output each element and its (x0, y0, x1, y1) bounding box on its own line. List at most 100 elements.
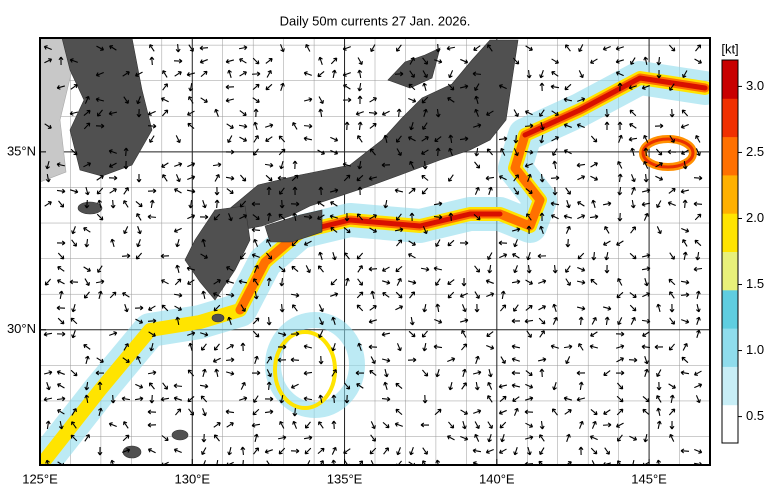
x-tick-label: 145°E (631, 471, 667, 486)
current-arrow (147, 409, 157, 415)
current-arrow (96, 175, 104, 181)
current-arrow (447, 239, 455, 247)
current-arrow (279, 277, 285, 287)
current-arrows (43, 43, 703, 465)
current-arrow (552, 186, 558, 196)
colorbar-swatch (722, 136, 738, 176)
current-arrow (615, 59, 624, 64)
current-arrow (162, 83, 168, 91)
current-arrow (615, 422, 624, 428)
current-arrow (681, 227, 690, 233)
current-arrow (149, 199, 155, 209)
current-arrow (381, 358, 391, 363)
current-arrow (576, 305, 586, 311)
current-arrow (643, 212, 649, 221)
current-arrow (58, 420, 64, 430)
current-arrow (681, 356, 689, 364)
current-arrow (382, 266, 390, 272)
current-arrow (56, 85, 65, 90)
current-arrow (396, 239, 403, 247)
current-arrow (370, 356, 376, 365)
current-arrow (563, 123, 572, 128)
current-arrow (98, 407, 103, 417)
current-arrow (590, 409, 598, 416)
current-arrow (149, 135, 155, 143)
current-arrow (630, 199, 636, 209)
current-arrow (446, 435, 455, 441)
current-arrow (123, 160, 129, 170)
current-arrow (58, 56, 64, 66)
current-arrow (628, 136, 638, 142)
current-arrow (149, 44, 155, 52)
current-arrow (448, 381, 454, 391)
current-arrow (175, 239, 180, 248)
current-arrow (253, 290, 259, 300)
current-arrow (602, 306, 612, 311)
current-arrow (628, 357, 638, 363)
current-arrow (459, 84, 469, 90)
current-arrow (279, 394, 285, 404)
current-arrow (564, 409, 572, 415)
current-arrow (524, 110, 533, 116)
current-arrow (239, 110, 247, 116)
current-arrow (343, 226, 351, 234)
current-arrow (422, 82, 427, 92)
current-arrow (330, 149, 339, 155)
current-arrow (382, 292, 390, 298)
current-arrow (422, 160, 428, 170)
current-arrow (303, 435, 313, 441)
current-arrow (396, 108, 402, 118)
current-arrow (345, 277, 350, 287)
current-arrow (408, 83, 416, 91)
current-arrow (602, 201, 612, 207)
current-arrow (695, 135, 701, 143)
current-arrow (500, 147, 506, 156)
current-arrow (498, 383, 508, 389)
current-arrow (279, 44, 285, 53)
current-arrow (447, 279, 455, 285)
current-arrow (617, 434, 623, 442)
current-arrow (694, 213, 702, 221)
current-arrow (110, 238, 115, 247)
current-arrow (292, 420, 298, 429)
current-arrow (394, 227, 404, 233)
current-arrow (461, 330, 467, 338)
current-arrow (214, 174, 220, 182)
current-arrow (44, 278, 52, 286)
current-arrow (136, 355, 142, 364)
current-arrow (201, 433, 207, 443)
current-arrow (395, 265, 403, 273)
current-arrow (148, 305, 156, 311)
current-arrow (551, 71, 559, 77)
current-arrow (539, 173, 545, 183)
current-arrow (461, 304, 467, 313)
current-arrow (332, 252, 337, 261)
current-arrow (539, 109, 545, 117)
current-arrow (330, 201, 338, 207)
current-arrow (499, 304, 507, 312)
current-arrow (96, 357, 104, 363)
current-arrow (434, 318, 443, 324)
current-arrow (602, 422, 612, 428)
current-arrow (175, 135, 181, 144)
current-arrow (566, 433, 571, 442)
current-arrow (317, 447, 325, 455)
current-arrow (200, 97, 208, 103)
current-arrow (654, 123, 664, 129)
current-arrow (134, 305, 144, 311)
current-arrow (238, 279, 248, 285)
current-arrow (486, 110, 494, 116)
current-arrow (435, 303, 441, 313)
current-arrow (43, 370, 53, 375)
current-arrow (382, 280, 391, 285)
current-arrow (539, 420, 545, 430)
current-arrow (174, 71, 182, 77)
colorbar-tick-label: 1.5 (746, 276, 764, 291)
current-arrow (525, 422, 534, 428)
current-arrow (84, 434, 90, 442)
current-arrow (394, 188, 404, 194)
current-arrow (279, 160, 284, 170)
current-arrow (357, 69, 363, 79)
current-arrow (291, 265, 299, 272)
current-arrow (420, 266, 430, 272)
